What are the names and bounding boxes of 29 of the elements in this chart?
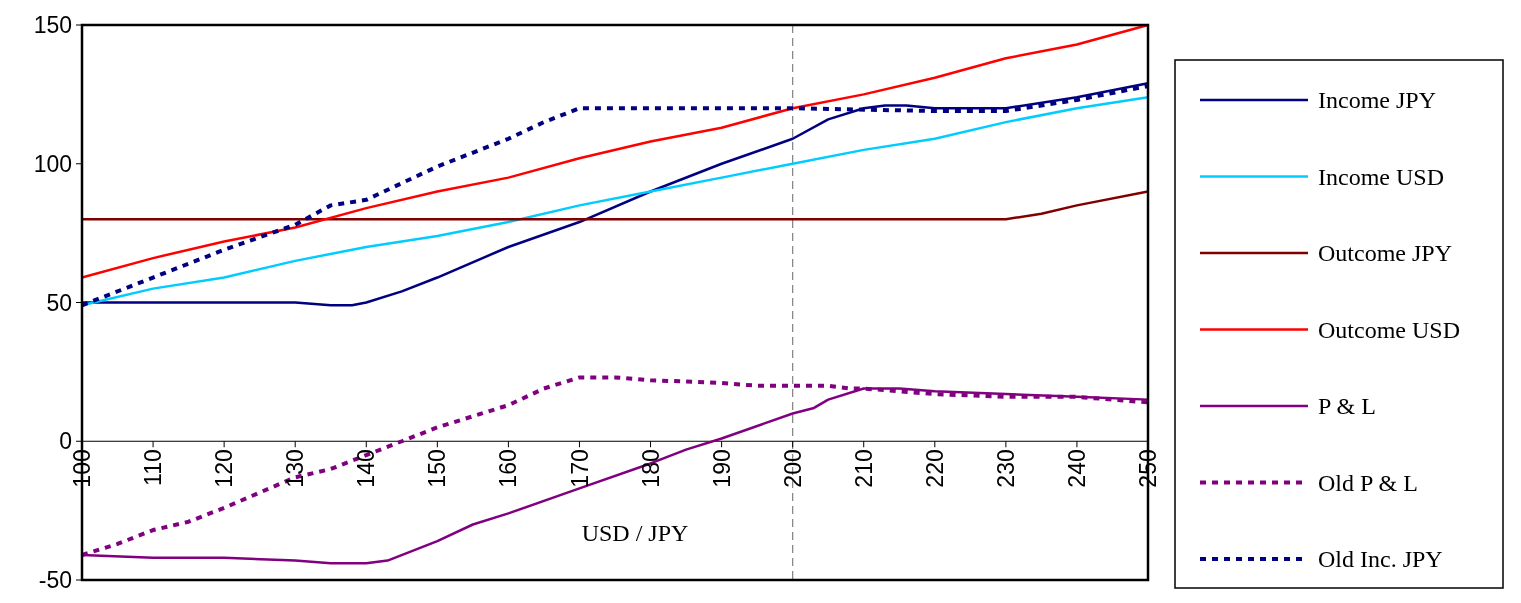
- x-axis-title: USD / JPY: [581, 520, 689, 547]
- y-tick-label: 0: [59, 428, 72, 455]
- y-tick-label: 100: [33, 150, 72, 177]
- x-tick-label: 230: [992, 449, 1019, 488]
- x-tick-label: 110: [140, 449, 167, 486]
- x-tick-label: 190: [708, 449, 735, 488]
- x-tick-label: 130: [282, 449, 309, 488]
- y-tick-label: 50: [46, 289, 72, 316]
- x-tick-label: 220: [921, 449, 948, 488]
- legend-label: Income USD: [1318, 163, 1444, 190]
- x-tick-label: 170: [566, 449, 593, 488]
- legend-label: Income JPY: [1318, 87, 1436, 114]
- x-tick-label: 210: [850, 449, 877, 488]
- x-tick-label: 200: [779, 449, 806, 488]
- y-tick-label: -50: [38, 567, 72, 594]
- legend-label: Outcome USD: [1318, 316, 1460, 343]
- y-tick-label: 150: [33, 12, 72, 39]
- x-tick-label: 140: [353, 449, 380, 488]
- legend-label: P & L: [1318, 393, 1376, 420]
- x-tick-label: 120: [211, 449, 238, 488]
- line-series: [80, 23, 1150, 279]
- legend-label: Outcome JPY: [1318, 240, 1452, 267]
- legend-label: Old P & L: [1318, 469, 1418, 496]
- x-tick-label: 160: [495, 449, 522, 488]
- x-tick-label: 180: [637, 449, 664, 488]
- x-tick-label: 150: [424, 449, 451, 488]
- line-series: [80, 190, 1150, 221]
- legend-label: Old Inc. JPY: [1318, 546, 1443, 573]
- x-tick-label: 240: [1063, 449, 1090, 488]
